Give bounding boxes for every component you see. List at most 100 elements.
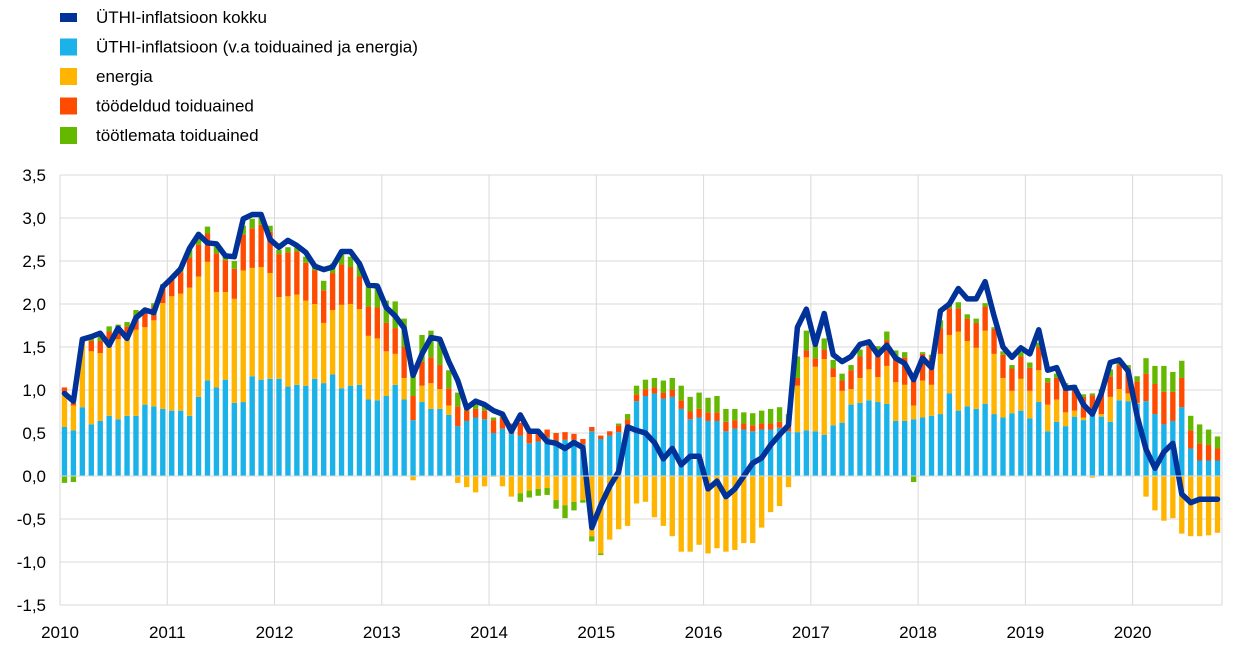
bar-segment	[1045, 431, 1051, 476]
bar-segment	[1009, 368, 1015, 391]
bar-segment	[312, 304, 318, 379]
bar-segment	[624, 425, 631, 476]
bar-segment	[79, 407, 86, 476]
y-tick-label: -1,0	[17, 553, 46, 572]
bar-segment	[285, 296, 291, 387]
bar-segment	[446, 370, 452, 389]
bar-segment	[1098, 416, 1105, 476]
bar-segment	[1143, 401, 1149, 476]
bar-segment	[1134, 381, 1140, 403]
bar-segment	[607, 435, 613, 476]
bar-segment	[893, 420, 899, 476]
bar-segment	[455, 406, 461, 427]
bar-segment	[437, 389, 443, 409]
bar-segment	[1116, 365, 1122, 390]
bar-segment	[347, 385, 354, 476]
bar-segment	[651, 387, 658, 394]
bar-segment	[598, 435, 604, 440]
bar-segment	[347, 256, 354, 268]
bar-segment	[267, 231, 273, 274]
bar-segment	[955, 410, 961, 476]
bar-segment	[1170, 476, 1176, 519]
bar-segment	[741, 423, 747, 430]
bar-segment	[741, 429, 747, 476]
bar-segment	[875, 377, 881, 403]
total-inflation-line	[61, 211, 1221, 531]
bar-segment	[124, 338, 130, 416]
legend-label: energia	[96, 67, 153, 86]
bar-segment	[97, 336, 103, 341]
bar-segment	[705, 420, 711, 476]
bar-segment	[1161, 391, 1167, 425]
bar-segment	[169, 279, 175, 297]
bar-segment	[830, 359, 836, 369]
bar-segment	[875, 346, 881, 354]
bar-segment	[455, 426, 461, 476]
bar-segment	[276, 249, 282, 255]
bar-segment	[821, 359, 827, 435]
bar-segment	[177, 410, 184, 476]
bar-segment	[803, 330, 810, 351]
bar-segment	[893, 382, 899, 421]
bar-segment	[794, 432, 801, 476]
legend-swatch	[60, 97, 77, 115]
bar-segment	[1036, 347, 1042, 371]
bar-segment	[660, 398, 667, 476]
bar-segment	[1188, 430, 1194, 449]
bar-segment	[1080, 420, 1087, 476]
bar-segment	[919, 417, 926, 476]
bar-segment	[508, 433, 515, 476]
bar-segment	[249, 267, 255, 377]
axes: 3,5 3,0 2,5 2,0 1,5 1,0 0,5 0,0 -0,5 -1,0 -1,5 2010…	[17, 166, 1222, 642]
bar-segment	[607, 431, 613, 436]
x-tick-label: 2010	[41, 623, 79, 642]
bar-segment	[902, 357, 908, 385]
bar-segment	[1134, 376, 1140, 382]
bar-segment	[750, 431, 756, 476]
bar-segment	[758, 423, 765, 430]
bar-segment	[1018, 356, 1024, 379]
bar-segment	[624, 476, 631, 526]
bar-segment	[696, 392, 702, 409]
bar-segment	[1188, 476, 1194, 537]
bar-segment	[973, 318, 979, 323]
bar-segment	[338, 264, 345, 305]
bar-segment	[383, 322, 389, 352]
bar-segment	[562, 432, 568, 440]
bar-segment	[937, 414, 944, 476]
bar-segment	[186, 287, 193, 416]
bar-segment	[464, 420, 470, 476]
bar-segment	[1205, 429, 1212, 446]
bar-segment	[419, 402, 425, 476]
bar-segment	[88, 424, 94, 476]
bar-segment	[303, 300, 309, 386]
bar-segment	[276, 378, 282, 476]
bar-segment	[177, 293, 184, 411]
bar-segment	[1062, 388, 1069, 413]
bar-segment	[964, 318, 970, 341]
bar-segment	[633, 401, 640, 476]
bar-segment	[133, 310, 139, 316]
x-tick-label: 2014	[470, 623, 508, 642]
bar-segment	[204, 261, 211, 381]
bar-segment	[633, 476, 640, 504]
bar-segment	[195, 236, 202, 245]
bar-segment	[499, 476, 506, 487]
bar-segment	[142, 327, 148, 405]
bar-segment	[857, 349, 863, 357]
bar-segment	[70, 476, 77, 483]
bar-segment	[392, 384, 398, 476]
y-tick-label: 0,5	[22, 424, 46, 443]
bar-segment	[1196, 424, 1203, 444]
bar-segment	[714, 476, 720, 549]
bar-segment	[839, 422, 845, 476]
bar-segment	[365, 399, 372, 476]
bar-segment	[508, 476, 515, 497]
bar-segment	[115, 419, 121, 476]
bar-segment	[1116, 400, 1122, 476]
bar-segment	[705, 412, 711, 421]
bar-segment	[776, 427, 783, 476]
bar-segment	[1152, 476, 1158, 511]
bar-segment	[1009, 365, 1015, 369]
bar-segment	[419, 361, 425, 386]
